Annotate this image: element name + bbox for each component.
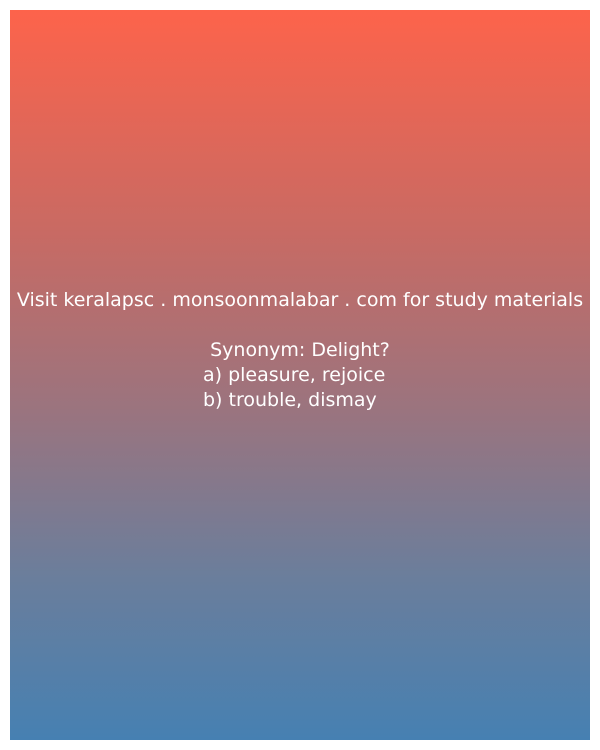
question-text: Synonym: Delight?	[210, 339, 390, 361]
option-b: b) trouble, dismay	[203, 389, 377, 411]
quiz-content: Visit keralapsc . monsoonmalabar . com f…	[10, 288, 590, 413]
promo-text: Visit keralapsc . monsoonmalabar . com f…	[16, 289, 584, 311]
spacer	[10, 313, 590, 338]
quiz-card: Visit keralapsc . monsoonmalabar . com f…	[10, 10, 590, 740]
answer-options: a) pleasure, rejoice b) trouble, dismay	[203, 363, 393, 413]
option-a: a) pleasure, rejoice	[203, 364, 386, 386]
